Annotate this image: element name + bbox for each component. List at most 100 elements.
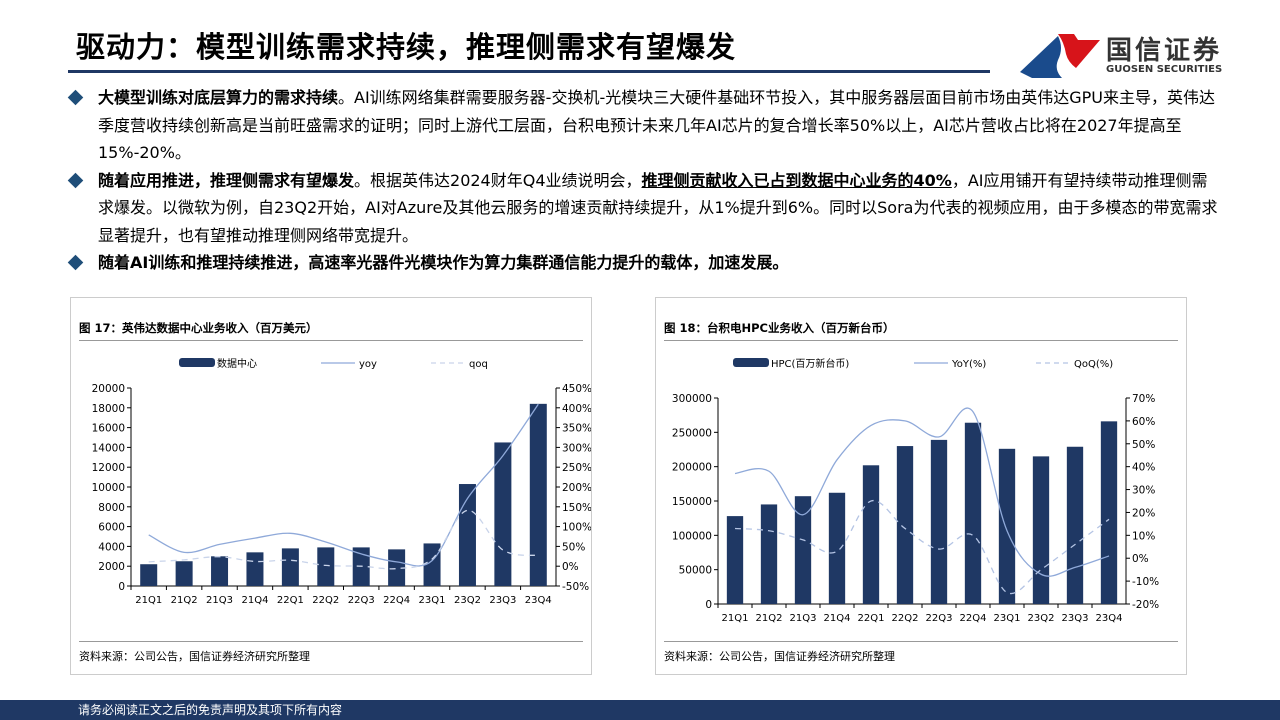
bold-text: 随着应用推进，推理侧需求有望爆发	[98, 170, 355, 190]
y2-tick-label: 350%	[562, 423, 591, 435]
bar	[317, 547, 335, 586]
bullet-item: 随着应用推进，推理侧需求有望爆发。根据英伟达2024财年Q4业绩说明会，推理侧贡…	[67, 167, 1220, 250]
y2-tick-label: -50%	[562, 581, 589, 593]
x-tick-label: 23Q1	[419, 595, 446, 606]
x-tick-label: 23Q1	[994, 613, 1021, 624]
diamond-bullet-icon	[67, 89, 84, 106]
chart-title: 图 17：英伟达数据中心业务收入（百万美元）	[79, 321, 318, 335]
y-tick-label: 20000	[92, 383, 125, 395]
y-tick-label: 150000	[672, 496, 712, 508]
x-tick-label: 22Q2	[312, 595, 339, 606]
chart-title: 图 18：台积电HPC业务收入（百万新台币）	[664, 321, 895, 335]
y2-tick-label: 0%	[1132, 553, 1149, 565]
y-tick-label: 18000	[92, 403, 125, 415]
x-tick-label: 23Q3	[489, 595, 516, 606]
chart-box-nvidia: 图 17：英伟达数据中心业务收入（百万美元） 数据中心 yoy qoq 0 2000 40…	[70, 297, 592, 675]
bar	[529, 403, 547, 586]
x-tick-label: 22Q1	[858, 613, 885, 624]
y-tick-label: 16000	[92, 423, 125, 435]
bold-text: 随着AI训练和推理持续推进，高速率光器件光模块作为算力集群通信能力提升的载体，加…	[98, 253, 789, 272]
x-tick-label: 21Q4	[824, 613, 851, 624]
x-tick-label: 21Q2	[756, 613, 783, 624]
line-series-qoq	[734, 500, 1110, 595]
legend-bar-swatch	[179, 358, 215, 367]
y-tick-label: 2000	[98, 561, 125, 573]
y2-tick-label: 70%	[1132, 393, 1155, 405]
divider	[79, 641, 583, 642]
y-tick-label: 200000	[672, 462, 712, 474]
bar	[896, 446, 914, 604]
bar	[423, 543, 441, 586]
line-series-yoy	[148, 403, 539, 567]
x-tick-label: 21Q3	[206, 595, 233, 606]
body-text: 。AI训练网络集群需要服务器-交换机-光模块三大硬件基础环节投入，其中服务器层面…	[98, 88, 1215, 162]
x-tick-label: 23Q2	[1028, 613, 1055, 624]
legend-label: QoQ(%)	[1074, 359, 1113, 370]
chart-source: 资料来源：公司公告，国信证券经济研究所整理	[79, 650, 310, 663]
y-tick-label: 4000	[98, 541, 125, 553]
logo-mark-icon	[1020, 34, 1100, 78]
page-title: 驱动力：模型训练需求持续，推理侧需求有望爆发	[76, 30, 737, 64]
bullet-item: 大模型训练对底层算力的需求持续。AI训练网络集群需要服务器-交换机-光模块三大硬…	[67, 84, 1220, 167]
legend-label: qoq	[469, 359, 488, 370]
bold-text: 推理侧贡献收入已占到数据中心业务的40%	[641, 170, 952, 190]
bar	[140, 564, 158, 586]
y-tick-label: 50000	[679, 565, 712, 577]
body-text: ，AI应用铺开有望持续带动推理侧需求爆发。以微软为例，自23Q2开始，AI对Az…	[98, 170, 1218, 245]
divider	[664, 641, 1178, 642]
y2-tick-label: 450%	[562, 383, 591, 395]
y2-tick-label: 50%	[562, 541, 585, 553]
x-tick-label: 22Q2	[892, 613, 919, 624]
legend-bar-swatch	[733, 358, 769, 367]
body-text: 。根据英伟达2024财年Q4业绩说明会，	[354, 170, 642, 190]
legend-label: 数据中心	[217, 357, 257, 370]
y2-tick-label: 150%	[562, 502, 591, 514]
x-tick-label: 21Q2	[171, 595, 198, 606]
bar	[494, 442, 512, 586]
y-tick-label: 100000	[672, 530, 712, 542]
bar	[726, 516, 744, 604]
x-tick-label: 21Q3	[790, 613, 817, 624]
x-tick-label: 22Q3	[926, 613, 953, 624]
y2-tick-label: 30%	[1132, 485, 1155, 497]
bar	[281, 548, 299, 586]
bar	[458, 484, 476, 586]
y-tick-label: 6000	[98, 522, 125, 534]
bar	[1032, 456, 1050, 604]
x-tick-label: 23Q2	[454, 595, 481, 606]
y2-tick-label: -20%	[1132, 599, 1159, 611]
line-series-qoq	[148, 509, 539, 570]
y2-tick-label: 50%	[1132, 439, 1155, 451]
x-tick-label: 23Q4	[525, 595, 552, 606]
diamond-bullet-icon	[67, 172, 84, 188]
y2-tick-label: 400%	[562, 403, 591, 415]
chart-nvidia-datacenter: 数据中心 yoy qoq 0 2000 4000 6000 8000 10000 12000 140…	[92, 357, 591, 606]
y-tick-label: 10000	[92, 482, 125, 494]
y2-tick-label: 40%	[1132, 462, 1155, 474]
chart-box-tsmc: 图 18：台积电HPC业务收入（百万新台币） HPC(百万新台币) YoY(%) Q…	[655, 297, 1187, 675]
x-tick-label: 22Q1	[277, 595, 304, 606]
x-tick-label: 22Q4	[383, 595, 410, 606]
divider	[79, 340, 583, 341]
logo-text-en: GUOSEN SECURITIES	[1106, 64, 1223, 75]
bar	[964, 422, 982, 604]
bar	[388, 549, 406, 586]
divider	[664, 340, 1178, 341]
y-tick-label: 300000	[672, 393, 712, 405]
x-tick-label: 21Q1	[135, 595, 162, 606]
x-tick-label: 22Q3	[348, 595, 375, 606]
y-tick-label: 250000	[672, 427, 712, 439]
x-tick-label: 22Q4	[960, 613, 987, 624]
x-tick-label: 23Q4	[1096, 613, 1123, 624]
y2-tick-label: 60%	[1132, 416, 1155, 428]
bar	[862, 465, 880, 604]
bar	[828, 492, 846, 604]
legend-label: yoy	[359, 359, 377, 370]
y-tick-label: 12000	[92, 462, 125, 474]
header-divider	[68, 70, 990, 73]
bar	[1066, 446, 1084, 604]
logo-text-cn: 国信证券	[1106, 36, 1223, 66]
y2-tick-label: 200%	[562, 482, 591, 494]
y2-tick-label: -10%	[1132, 576, 1159, 588]
legend-label: HPC(百万新台币)	[771, 357, 849, 370]
